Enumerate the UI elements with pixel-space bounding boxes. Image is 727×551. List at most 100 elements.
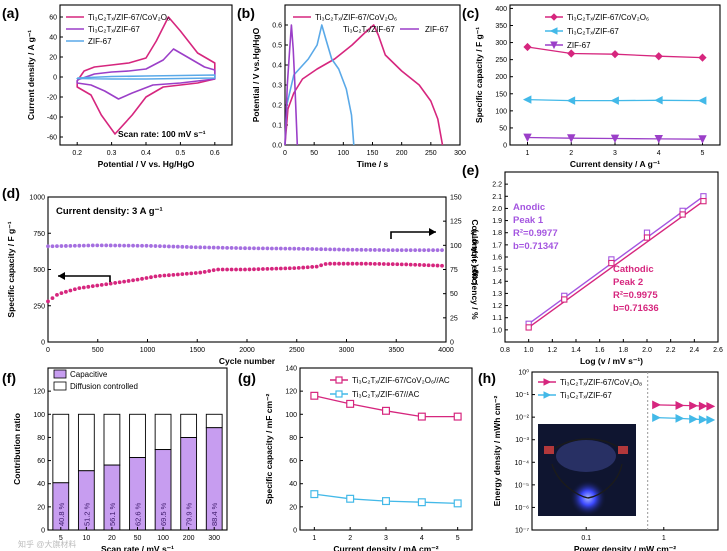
- x-tick-label: 2500: [289, 347, 305, 354]
- y-tick-label: 60: [37, 458, 45, 465]
- efficiency-point: [278, 246, 283, 251]
- efficiency-point: [252, 246, 256, 251]
- x-axis-label: Potential / V vs. Hg/HgO: [98, 159, 195, 169]
- efficiency-point: [229, 246, 234, 250]
- data-point: [335, 376, 343, 384]
- y-tick-label: 200: [495, 74, 507, 81]
- data-point: [382, 406, 391, 415]
- efficiency-point: [274, 246, 279, 251]
- x-tick-label: 1.2: [547, 347, 557, 354]
- data-point: [679, 211, 686, 218]
- x-axis-label: Log (v / mV s⁻¹): [580, 356, 643, 366]
- y-tick-label: 1.3: [492, 291, 502, 298]
- efficiency-point: [90, 243, 95, 248]
- efficiency-point: [81, 243, 86, 248]
- y-tick-label: -20: [47, 95, 57, 102]
- efficiency-point: [46, 244, 50, 249]
- y-tick-label: 20: [37, 504, 45, 511]
- capacity-point: [341, 261, 346, 266]
- anodic-annotation: Peak 1: [513, 215, 544, 226]
- x-tick-label: 150: [367, 150, 379, 157]
- bar-value-label: 79.9 %: [185, 502, 194, 526]
- x-tick-label: 100: [337, 150, 349, 157]
- capacity-point: [359, 261, 364, 266]
- efficiency-point: [301, 246, 306, 251]
- efficiency-point: [198, 245, 203, 250]
- capacity-point: [265, 267, 270, 271]
- capacity-point: [113, 281, 118, 285]
- legend-swatch: [53, 369, 67, 379]
- efficiency-point: [413, 248, 418, 253]
- capacity-point: [108, 281, 113, 286]
- data-point: [698, 135, 707, 144]
- x-axis-label: Cycle number: [219, 356, 276, 366]
- y-tick-label: 1.6: [492, 255, 502, 262]
- panel-b: (b) 0 50 100 150 200 250 300 0.0 0.1 0.2 0.3 0.4 0.5 0…: [237, 4, 466, 169]
- y-tick-label: 140: [285, 366, 297, 373]
- capacity-point: [399, 262, 404, 267]
- capacity-point: [274, 266, 279, 271]
- legend-label: Ti₃C₂Tₓ/ZIF-67: [560, 391, 612, 400]
- y-tick-label: 10⁻⁵: [515, 482, 529, 489]
- efficiency-point: [189, 245, 194, 249]
- data-point: [697, 96, 707, 105]
- capacity-point: [64, 289, 68, 294]
- data-point: [417, 498, 426, 507]
- capacity-point: [377, 262, 382, 266]
- capacity-point: [175, 272, 180, 277]
- capacity-point: [386, 262, 391, 266]
- y-tick-label: 150: [495, 91, 507, 98]
- capacity-point: [166, 273, 171, 278]
- capacity-point: [211, 268, 216, 273]
- x-tick-label: 3500: [388, 347, 404, 354]
- data-point: [675, 413, 685, 423]
- y2-tick-label: 150: [450, 195, 462, 202]
- plot-frame: [531, 371, 719, 531]
- data-point: [610, 50, 620, 59]
- capacity-point: [355, 261, 359, 266]
- panel-label: (a): [2, 5, 19, 21]
- data-point: [698, 401, 708, 411]
- panel-a: (a) 0.2 0.3 0.4 0.5 0.6 -60 -40 -20 0 20 40 60 Potent…: [2, 4, 233, 169]
- panel-label: (b): [237, 5, 255, 21]
- capacity-point: [346, 261, 350, 266]
- capacity-point: [422, 263, 427, 267]
- capacity-point: [131, 278, 135, 283]
- data-point: [608, 259, 615, 267]
- plot-frame: [47, 196, 447, 343]
- efficiency-point: [355, 247, 359, 252]
- data-point: [654, 134, 663, 144]
- efficiency-point: [126, 243, 131, 248]
- efficiency-point: [50, 244, 55, 249]
- capacity-point: [350, 261, 355, 266]
- bar-value-label: 88.4 %: [210, 502, 219, 526]
- efficiency-point: [193, 245, 198, 250]
- capacity-point: [296, 266, 301, 270]
- data-point: [610, 96, 619, 105]
- efficiency-point: [283, 246, 288, 251]
- data-point: [566, 96, 576, 105]
- capacity-point: [323, 262, 328, 266]
- x-tick-label: 2: [348, 535, 352, 542]
- data-point: [346, 494, 355, 503]
- capacity-point: [292, 266, 297, 271]
- x-tick-label: 0.6: [210, 150, 220, 157]
- y-axis-label: Contribution ratio: [12, 413, 22, 485]
- alligator-clip: [544, 446, 554, 454]
- x-tick-label: 300: [454, 150, 466, 157]
- panel-e: (e) 0.8 1.0 1.2 1.4 1.6 1.8 2.0 2.2 2.4 2.6 1.0 1.1 1…: [462, 162, 723, 366]
- data-point: [689, 414, 698, 424]
- y-axis-label: Specific capacity / F g⁻¹: [474, 27, 484, 123]
- efficiency-point: [435, 248, 440, 253]
- legend-label: Diffusion controlled: [70, 382, 138, 391]
- efficiency-point: [144, 243, 149, 248]
- y-tick-label: 10⁻³: [515, 437, 529, 444]
- data-point: [675, 401, 685, 410]
- x-tick-label: 0.1: [581, 535, 591, 542]
- y-tick-label: 100: [33, 412, 45, 419]
- x-tick-label: 2.2: [666, 347, 676, 354]
- data-point: [310, 391, 319, 400]
- capacity-point: [171, 272, 176, 277]
- efficiency-point: [184, 245, 189, 249]
- panel-label: (e): [462, 162, 479, 178]
